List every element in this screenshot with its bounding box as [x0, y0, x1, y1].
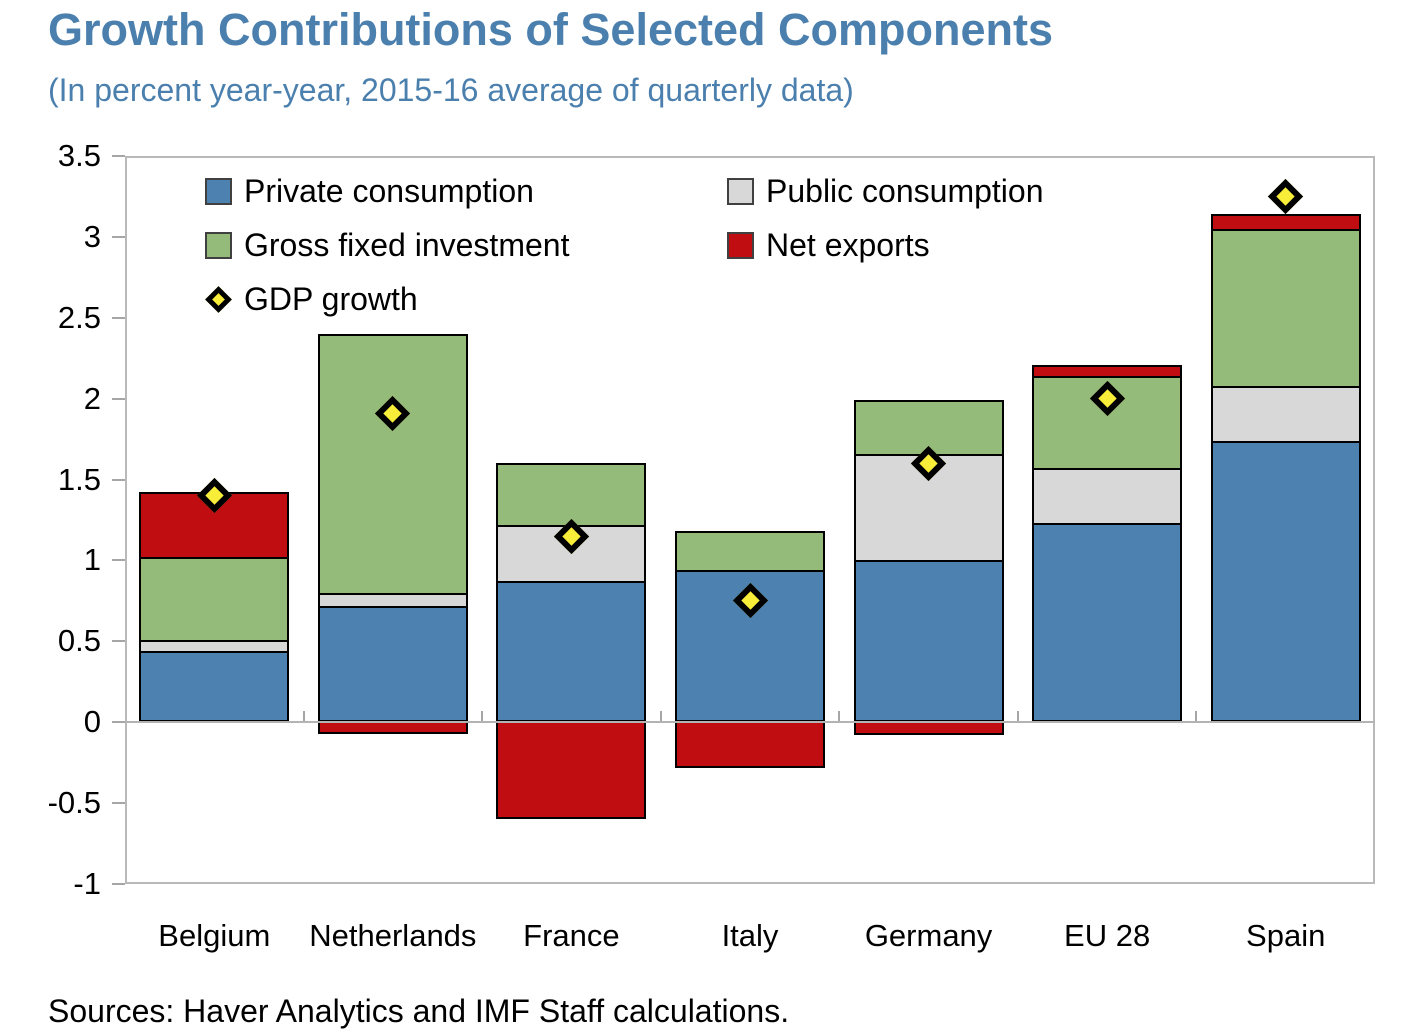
bar-segment-net-exports: [675, 720, 825, 768]
legend-swatch-icon: [205, 178, 232, 205]
y-tick-label: 1: [83, 542, 101, 578]
legend-label: Gross fixed investment: [244, 227, 570, 263]
legend-swatch-icon: [727, 178, 754, 205]
y-axis-tick: [112, 640, 125, 643]
bar-segment-net-exports: [1032, 364, 1183, 378]
gdp-growth-marker: [1268, 178, 1304, 215]
x-axis-label: Netherlands: [309, 918, 477, 953]
source-note: Sources: Haver Analytics and IMF Staff c…: [48, 993, 790, 1029]
zero-axis-line: [125, 721, 1375, 724]
bar-segment-net-exports: [496, 720, 647, 820]
y-axis-tick: [112, 559, 125, 562]
x-axis-label: France: [523, 918, 620, 953]
y-tick-label: 2: [83, 380, 101, 416]
category-tick: [1195, 711, 1198, 724]
y-tick-label: -1: [73, 866, 101, 901]
x-axis-label: Germany: [864, 918, 993, 953]
bar-segment-private-consumption: [317, 605, 468, 723]
plot-area: 3.5 3 2.5 2 1.5 1 0.5 0 -0.5 -1 Belgium Netherlands…: [48, 138, 1375, 953]
legend-label: Private consumption: [244, 173, 534, 209]
legend-swatch-icon: [727, 232, 754, 259]
y-tick-label: 0: [83, 704, 101, 740]
legend-item-public-consumption: Public consumption: [727, 173, 1043, 210]
category-tick: [302, 711, 305, 724]
bar-segment-public-consumption: [317, 592, 468, 608]
y-axis-tick: [112, 721, 125, 724]
x-axis-label: Italy: [721, 918, 779, 953]
y-tick-label: 1.5: [57, 461, 101, 497]
category-tick: [838, 711, 841, 724]
y-tick-label: -0.5: [47, 785, 101, 821]
y-tick-label: 3.5: [57, 138, 101, 173]
y-axis-tick: [112, 397, 125, 400]
y-axis-tick: [112, 235, 125, 238]
y-tick-label: 0.5: [57, 623, 101, 659]
legend-label: Net exports: [766, 227, 930, 263]
bar-segment-private-consumption: [1210, 440, 1361, 723]
chart-title: Growth Contributions of Selected Compone…: [48, 4, 1053, 55]
bar-segment-private-consumption: [1032, 523, 1183, 723]
x-axis-label: EU 28: [1064, 918, 1151, 953]
bar-segment-gross-fixed-investment: [675, 531, 825, 573]
y-axis-tick: [112, 478, 125, 481]
bar-segment-private-consumption: [496, 581, 647, 723]
x-axis-label: Spain: [1246, 918, 1326, 953]
bar-segment-public-consumption: [1210, 385, 1361, 443]
legend-swatch-icon: [205, 232, 232, 259]
category-tick: [481, 711, 484, 724]
bar-segment-private-consumption: [139, 651, 290, 723]
bar-segment-net-exports: [1210, 214, 1361, 231]
y-axis-tick: [112, 155, 125, 157]
y-axis-tick: [112, 316, 125, 319]
legend-item-gdp-growth: GDP growth: [205, 281, 418, 318]
bar-segment-gross-fixed-investment: [139, 557, 290, 642]
category-tick: [1016, 711, 1019, 724]
legend-label: Public consumption: [766, 173, 1044, 209]
bar-segment-gross-fixed-investment: [1210, 228, 1361, 388]
bar-segment-public-consumption: [853, 453, 1004, 563]
y-axis-tick: [112, 883, 125, 885]
legend-item-private-consumption: Private consumption: [205, 173, 534, 210]
y-tick-label: 3: [83, 218, 101, 254]
gdp-growth-legend-diamond-icon: [205, 286, 232, 313]
category-tick: [659, 711, 662, 724]
legend-item-net-exports: Net exports: [727, 227, 930, 264]
bar-segment-public-consumption: [1032, 468, 1183, 526]
legend-label: GDP growth: [244, 281, 418, 317]
bar-segment-net-exports: [853, 720, 1004, 736]
y-tick-label: 2.5: [57, 299, 101, 335]
chart-subtitle: (In percent year-year, 2015-16 average o…: [48, 72, 854, 108]
bar-segment-gross-fixed-investment: [496, 463, 647, 527]
x-axis-label: Belgium: [158, 918, 271, 953]
y-axis-tick: [112, 802, 125, 805]
legend-item-gross-fixed-investment: Gross fixed investment: [205, 227, 569, 264]
bar-segment-private-consumption: [853, 560, 1004, 723]
bar-segment-gross-fixed-investment: [317, 333, 468, 595]
